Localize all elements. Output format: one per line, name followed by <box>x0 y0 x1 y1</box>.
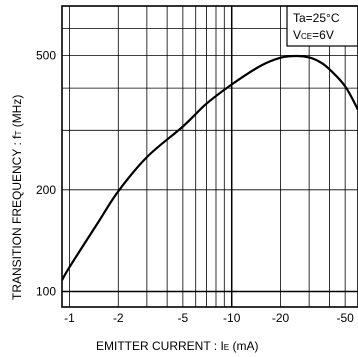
x-axis-label-unit: (mA) <box>229 339 258 353</box>
y-tick-label: 200 <box>36 183 56 197</box>
y-axis-label-main: TRANSITION FREQUENCY : f <box>10 135 24 300</box>
x-tick-label: -50 <box>336 311 354 325</box>
x-tick-label: -20 <box>272 311 290 325</box>
legend: Ta=25°C VCE=6V <box>286 5 358 47</box>
legend-vce-label: VCE=6V <box>293 28 334 42</box>
plot-frame <box>61 5 358 308</box>
x-tick-labels: -1 -2 -5 -10 -20 -50 <box>64 311 354 325</box>
legend-ta-label: Ta=25°C <box>293 11 340 25</box>
legend-box <box>286 5 358 47</box>
legend-vce-rest: =6V <box>312 28 334 42</box>
grid-minor <box>62 5 358 308</box>
x-tick-label: -5 <box>178 311 189 325</box>
y-axis-label: TRANSITION FREQUENCY : fT (MHz) <box>10 95 24 300</box>
y-axis-label-unit: (MHz) <box>10 95 24 131</box>
x-tick-label: -1 <box>64 311 75 325</box>
y-tick-label: 500 <box>36 48 56 62</box>
series-layer <box>62 54 358 281</box>
grid-major <box>62 6 358 307</box>
y-tick-label: 100 <box>36 285 56 299</box>
x-axis-label-sub: E <box>224 343 229 352</box>
x-axis-label: EMITTER CURRENT : IE (mA) <box>96 339 258 353</box>
x-axis-label-main: EMITTER CURRENT : I <box>96 339 224 353</box>
legend-vce-sub: CE <box>301 32 312 41</box>
legend-vce-main: V <box>293 28 301 42</box>
series-line <box>62 54 358 281</box>
x-tick-label: -2 <box>113 311 124 325</box>
y-tick-labels: 100 200 500 <box>36 48 56 298</box>
x-tick-label: -10 <box>223 311 241 325</box>
y-axis-label-sub: T <box>14 131 23 136</box>
